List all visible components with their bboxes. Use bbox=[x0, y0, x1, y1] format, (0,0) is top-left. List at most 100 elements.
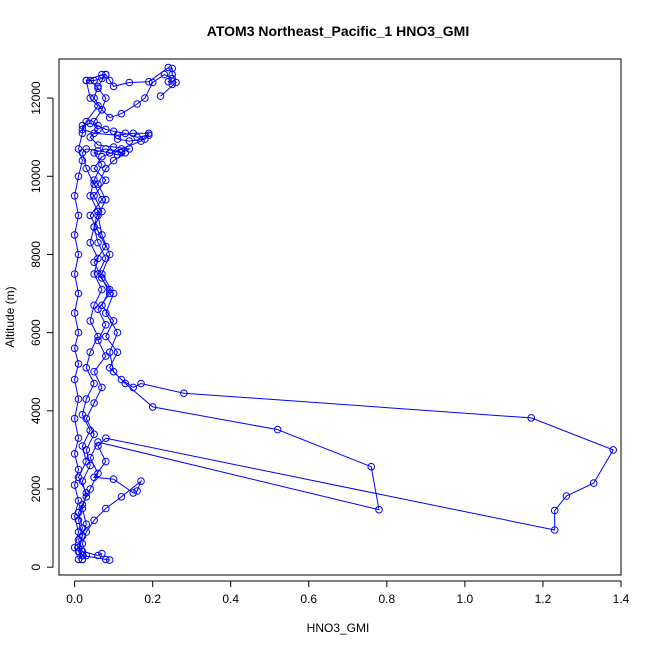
data-point bbox=[82, 364, 91, 372]
data-point bbox=[121, 149, 130, 157]
data-point bbox=[70, 231, 79, 239]
x-tick-label: 0.2 bbox=[144, 592, 161, 606]
data-point bbox=[117, 145, 126, 153]
series-3 bbox=[70, 119, 153, 564]
data-point bbox=[98, 160, 106, 169]
data-point bbox=[550, 506, 559, 515]
x-axis: 0.0 0.2 0.4 0.6 0.8 1.0 1.2 1.4 bbox=[66, 580, 630, 606]
data-point bbox=[141, 135, 149, 143]
data-point bbox=[74, 289, 83, 298]
data-point bbox=[94, 305, 102, 314]
data-point bbox=[86, 348, 94, 357]
data-point bbox=[168, 70, 176, 79]
x-tick-label: 0.4 bbox=[222, 592, 239, 606]
data-point bbox=[98, 274, 106, 282]
x-tick-label: 0.0 bbox=[66, 592, 83, 606]
data-point bbox=[74, 473, 83, 482]
data-point bbox=[98, 285, 106, 294]
data-point bbox=[78, 129, 87, 138]
data-point bbox=[78, 539, 87, 548]
data-point bbox=[102, 504, 110, 513]
data-point bbox=[133, 100, 141, 108]
data-point bbox=[164, 63, 173, 72]
data-point bbox=[105, 289, 114, 298]
data-point bbox=[273, 425, 282, 434]
data-point bbox=[94, 84, 102, 93]
data-point bbox=[74, 360, 83, 368]
data-point bbox=[109, 143, 118, 151]
data-point bbox=[109, 367, 118, 376]
data-point bbox=[94, 121, 102, 130]
data-point bbox=[102, 332, 110, 341]
data-point bbox=[74, 555, 83, 564]
data-point bbox=[113, 328, 122, 337]
data-point bbox=[74, 536, 83, 544]
series-layer bbox=[70, 63, 618, 564]
data-point bbox=[98, 383, 106, 392]
data-point bbox=[78, 442, 87, 450]
data-point bbox=[102, 176, 110, 184]
data-point bbox=[129, 489, 137, 497]
data-point bbox=[94, 238, 102, 247]
data-point bbox=[74, 328, 83, 337]
data-point bbox=[102, 309, 110, 317]
data-point bbox=[78, 547, 87, 556]
data-point bbox=[86, 76, 94, 85]
data-point bbox=[125, 137, 134, 145]
data-point bbox=[86, 461, 94, 470]
series-2 bbox=[74, 145, 383, 564]
plot-frame bbox=[58, 58, 622, 576]
data-point bbox=[86, 94, 94, 102]
data-point bbox=[102, 94, 110, 102]
data-point bbox=[121, 379, 130, 388]
data-point bbox=[74, 547, 83, 556]
data-point bbox=[94, 180, 102, 188]
data-point bbox=[98, 70, 106, 79]
data-point bbox=[94, 438, 102, 446]
data-point bbox=[74, 465, 83, 474]
data-point bbox=[90, 129, 98, 138]
data-point bbox=[78, 121, 87, 130]
data-point bbox=[180, 389, 188, 398]
data-point bbox=[102, 457, 110, 466]
data-point bbox=[90, 180, 98, 188]
y-tick-label: 8000 bbox=[29, 241, 43, 268]
data-point bbox=[94, 469, 102, 478]
data-point bbox=[90, 379, 98, 388]
data-point bbox=[98, 152, 106, 161]
data-point bbox=[98, 549, 106, 558]
data-point bbox=[125, 145, 134, 153]
y-tick-label: 4000 bbox=[29, 397, 43, 424]
data-point bbox=[125, 78, 134, 87]
data-point bbox=[105, 348, 114, 357]
data-point bbox=[98, 195, 106, 204]
y-axis-label: Altitude (m) bbox=[3, 286, 17, 347]
data-point bbox=[70, 414, 79, 423]
data-point bbox=[70, 309, 79, 317]
data-point bbox=[105, 149, 114, 157]
data-point bbox=[160, 70, 169, 79]
data-point bbox=[102, 242, 110, 251]
data-point bbox=[367, 462, 376, 471]
data-point bbox=[98, 270, 106, 278]
data-point bbox=[168, 80, 176, 89]
data-point bbox=[74, 145, 83, 153]
data-point bbox=[117, 375, 126, 384]
x-axis-label: HNO3_GMI bbox=[307, 621, 370, 635]
data-point bbox=[90, 149, 98, 157]
data-point bbox=[74, 211, 83, 220]
data-point bbox=[90, 164, 98, 173]
data-point bbox=[74, 496, 83, 505]
series-1 bbox=[74, 70, 618, 564]
data-point bbox=[109, 82, 118, 91]
data-point bbox=[102, 352, 110, 360]
data-point bbox=[94, 211, 102, 220]
data-point bbox=[113, 348, 122, 357]
data-point bbox=[156, 92, 165, 100]
data-point bbox=[70, 192, 79, 200]
data-point bbox=[90, 258, 98, 267]
y-tick-label: 6000 bbox=[29, 319, 43, 346]
data-point bbox=[82, 164, 91, 173]
data-point bbox=[98, 106, 106, 114]
data-point bbox=[137, 379, 145, 388]
